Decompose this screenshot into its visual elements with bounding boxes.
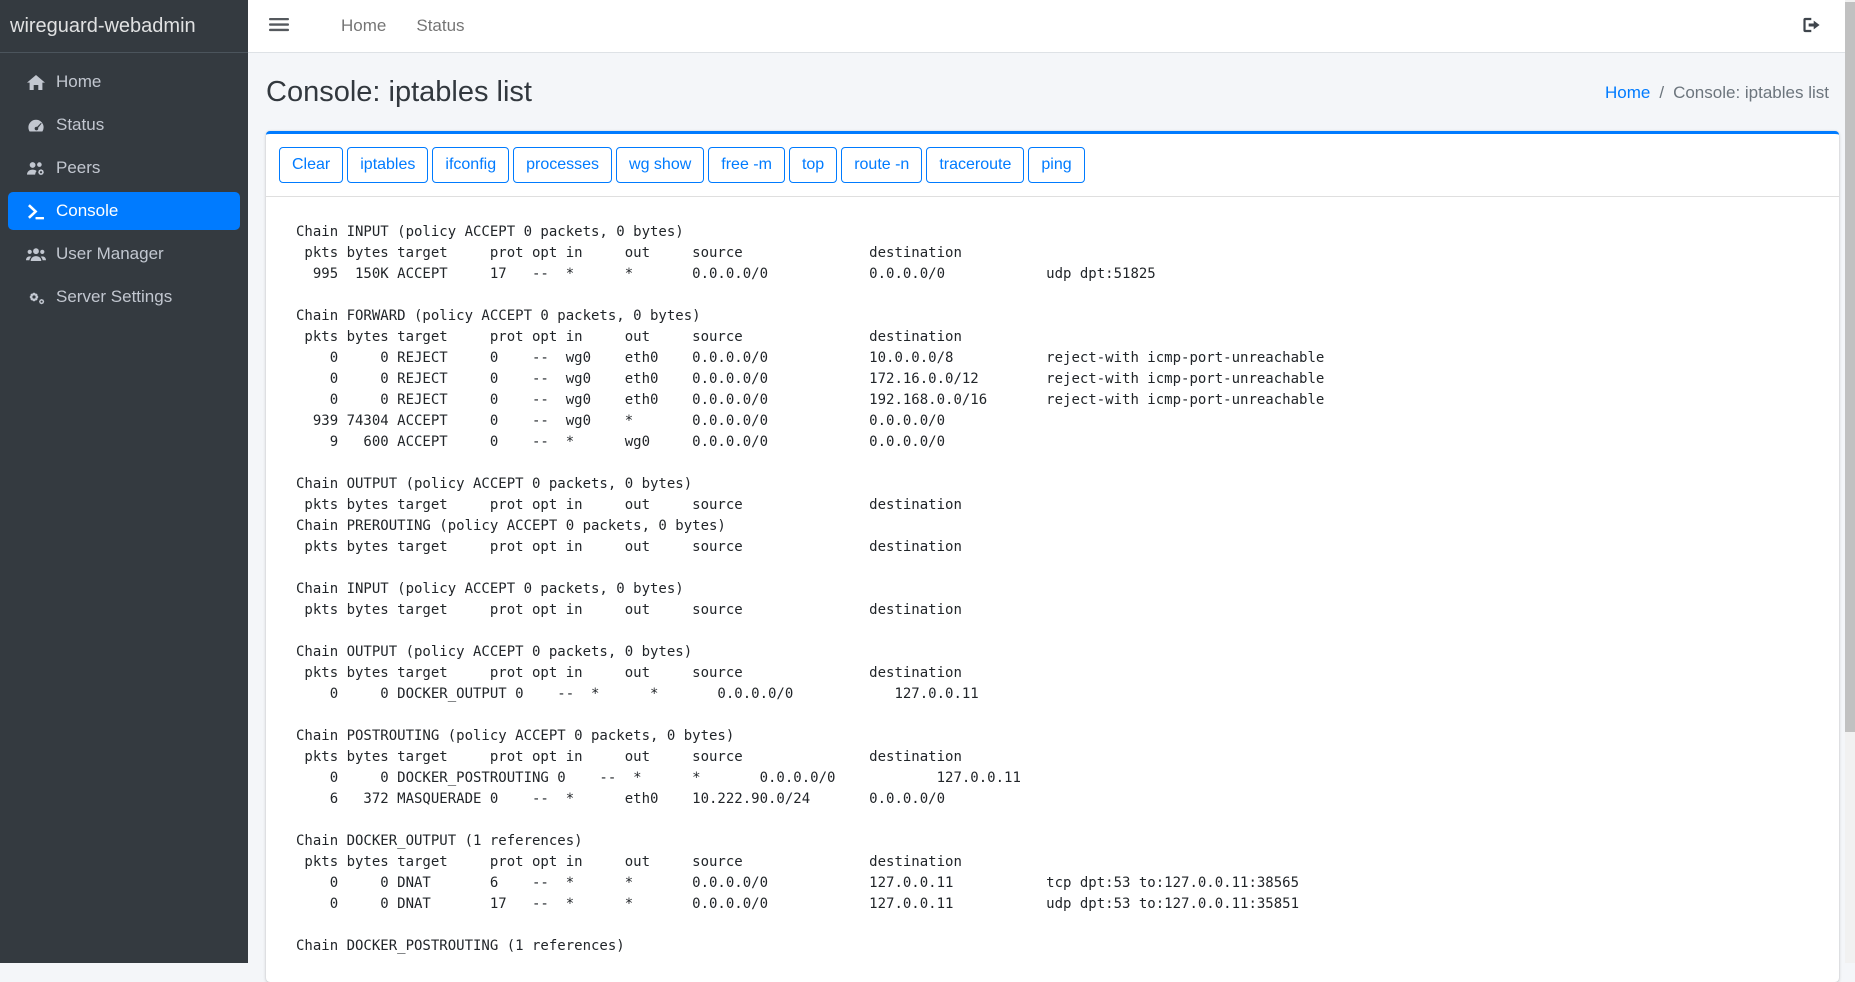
sign-out-icon <box>1801 16 1822 37</box>
brand-text: wireguard-webadmin <box>10 15 196 38</box>
sidebar-toggle-button[interactable] <box>267 12 291 40</box>
route-n-button[interactable]: route -n <box>841 147 922 183</box>
gauge-icon <box>25 117 47 134</box>
sidebar-item-label: Home <box>56 72 101 92</box>
sidebar-item-label: Server Settings <box>56 287 172 307</box>
sidebar-item-user-manager[interactable]: User Manager <box>8 235 240 273</box>
breadcrumb-current: Console: iptables list <box>1673 83 1829 103</box>
sidebar-item-status[interactable]: Status <box>8 106 240 144</box>
processes-button[interactable]: processes <box>513 147 612 183</box>
iptables-button[interactable]: iptables <box>347 147 428 183</box>
console-card-body: Chain INPUT (policy ACCEPT 0 packets, 0 … <box>266 197 1839 982</box>
breadcrumb-home-link[interactable]: Home <box>1605 83 1650 103</box>
main-area: Home Status Console: iptables list Home … <box>248 0 1855 982</box>
top-navbar: Home Status <box>248 0 1855 53</box>
users-gear-icon <box>25 160 47 177</box>
content-header: Console: iptables list Home / Console: i… <box>248 53 1855 131</box>
sidebar-item-label: User Manager <box>56 244 164 264</box>
wg-show-button[interactable]: wg show <box>616 147 704 183</box>
logout-button[interactable] <box>1797 12 1826 41</box>
sidebar: wireguard-webadmin Home Status Peers Co <box>0 0 248 963</box>
sidebar-item-label: Status <box>56 115 104 135</box>
nav-link-home[interactable]: Home <box>341 16 386 36</box>
content: Clear iptables ifconfig processes wg sho… <box>248 131 1855 982</box>
page-scrollbar[interactable] <box>1845 0 1855 963</box>
traceroute-button[interactable]: traceroute <box>926 147 1024 183</box>
terminal-icon <box>25 203 47 220</box>
free-m-button[interactable]: free -m <box>708 147 785 183</box>
console-card: Clear iptables ifconfig processes wg sho… <box>266 131 1839 982</box>
sidebar-menu: Home Status Peers Console User Manager <box>0 53 248 326</box>
sidebar-item-label: Peers <box>56 158 100 178</box>
ifconfig-button[interactable]: ifconfig <box>432 147 509 183</box>
home-icon <box>25 74 47 91</box>
brand[interactable]: wireguard-webadmin <box>0 0 248 53</box>
sidebar-item-server-settings[interactable]: Server Settings <box>8 278 240 316</box>
sidebar-item-console[interactable]: Console <box>8 192 240 230</box>
bars-icon <box>269 16 289 36</box>
console-output: Chain INPUT (policy ACCEPT 0 packets, 0 … <box>296 222 1809 957</box>
ping-button[interactable]: ping <box>1028 147 1084 183</box>
sidebar-item-label: Console <box>56 201 118 221</box>
nav-link-status[interactable]: Status <box>416 16 464 36</box>
users-icon <box>25 246 47 263</box>
breadcrumb-separator: / <box>1659 83 1664 103</box>
gears-icon <box>25 289 47 306</box>
breadcrumb: Home / Console: iptables list <box>1605 83 1829 103</box>
console-toolbar: Clear iptables ifconfig processes wg sho… <box>266 134 1839 197</box>
sidebar-item-home[interactable]: Home <box>8 63 240 101</box>
clear-button[interactable]: Clear <box>279 147 343 183</box>
page-title: Console: iptables list <box>266 74 532 111</box>
top-button[interactable]: top <box>789 147 837 183</box>
scrollbar-thumb[interactable] <box>1845 2 1855 732</box>
sidebar-item-peers[interactable]: Peers <box>8 149 240 187</box>
